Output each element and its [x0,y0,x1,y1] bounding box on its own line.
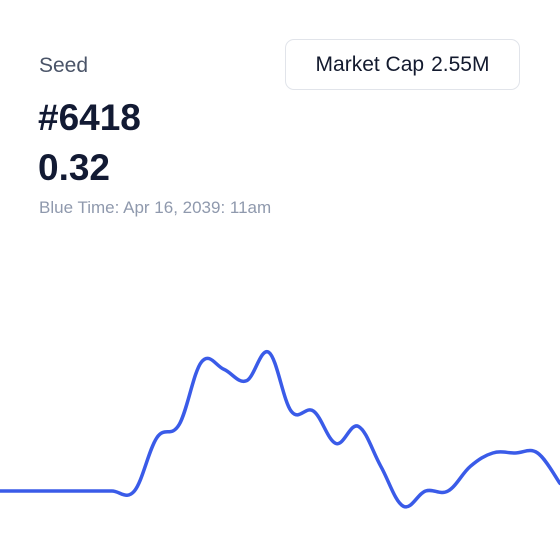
metric-value: 2.55M [431,52,490,76]
metric-selector-button[interactable]: Market Cap 2.55M [285,39,520,90]
price-value: 0.32 [38,147,111,188]
time-value: Apr 16, 2039: 11am [123,198,272,217]
token-id: #6418 [38,97,141,138]
timestamp: Blue Time: Apr 16, 2039: 11am [39,198,271,218]
series-line [0,350,560,509]
token-category-label: Seed [39,54,89,77]
time-prefix: Blue Time: [39,198,120,217]
metric-label: Market Cap [315,52,425,76]
